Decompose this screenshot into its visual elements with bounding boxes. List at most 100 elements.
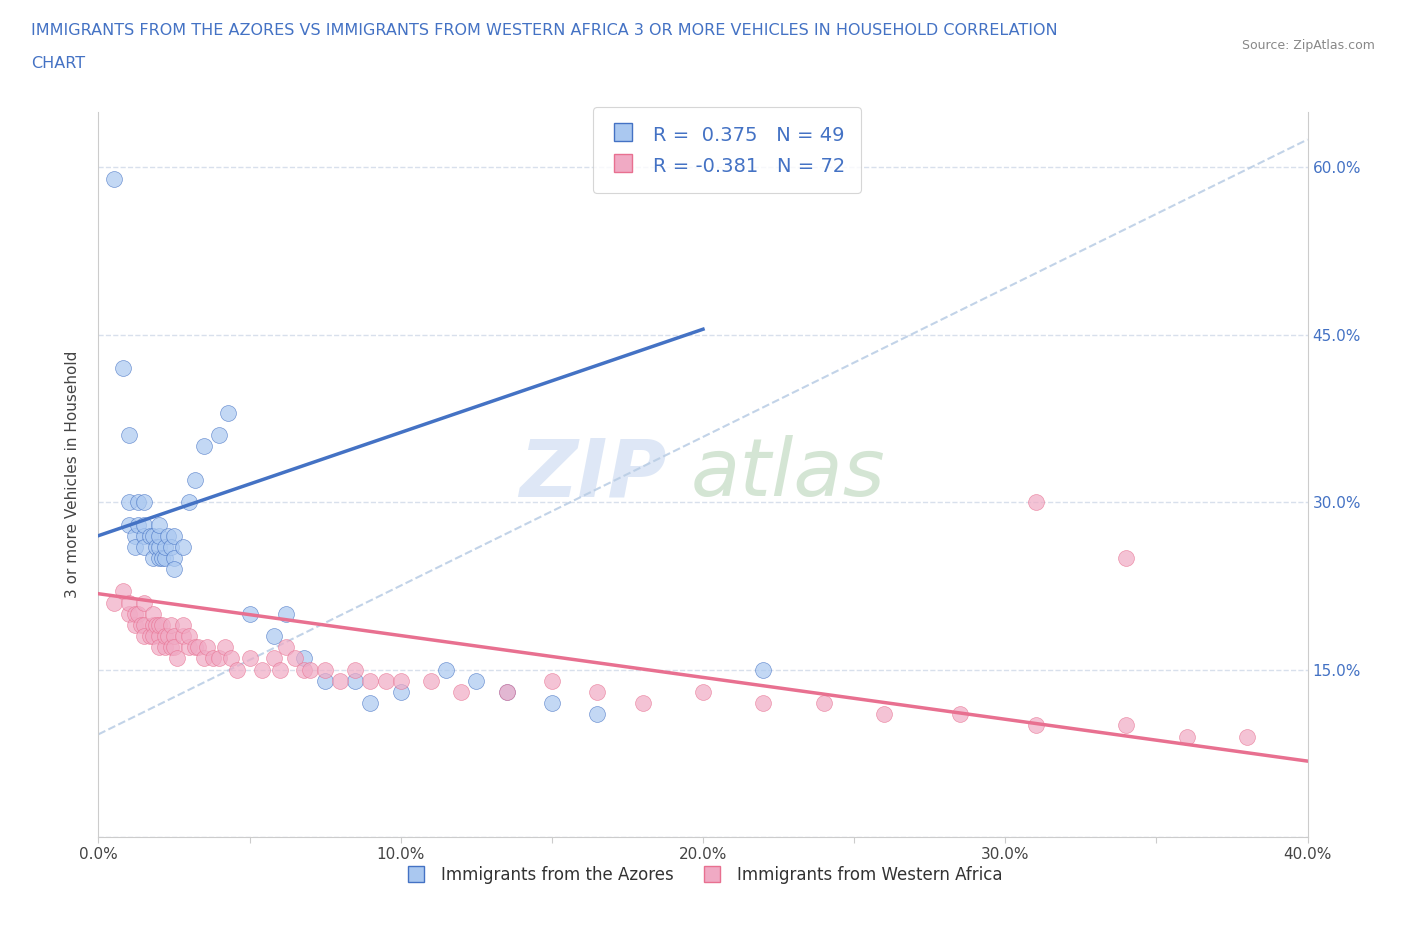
Point (118, 606, 141, 621)
Point (1175, 729, 1198, 744)
Point (127, 495, 149, 510)
Point (103, 595, 125, 610)
Point (217, 405, 239, 420)
Point (813, 696, 835, 711)
Point (465, 673, 488, 688)
Point (284, 651, 307, 666)
Point (139, 528, 162, 543)
Point (360, 673, 382, 688)
Point (263, 651, 285, 666)
Point (292, 662, 315, 677)
Point (208, 428, 231, 443)
Point (172, 629, 194, 644)
Point (153, 640, 176, 655)
Point (250, 662, 273, 677)
Legend: Immigrants from the Azores, Immigrants from Western Africa: Immigrants from the Azores, Immigrants f… (396, 859, 1010, 890)
Point (274, 606, 297, 621)
Point (873, 707, 896, 722)
Point (360, 696, 382, 711)
Point (172, 539, 194, 554)
Point (495, 684, 517, 699)
Point (692, 684, 714, 699)
Text: atlas: atlas (690, 435, 886, 513)
Point (193, 439, 215, 454)
Text: ZIP: ZIP (519, 435, 666, 513)
Point (124, 618, 146, 632)
Point (132, 629, 155, 644)
Point (179, 495, 201, 510)
Point (239, 651, 262, 666)
Point (150, 551, 173, 565)
Point (586, 707, 609, 722)
Point (132, 517, 155, 532)
Point (160, 539, 183, 554)
Point (389, 684, 412, 699)
Point (153, 539, 176, 554)
Point (434, 662, 457, 677)
Point (163, 551, 186, 565)
Point (495, 684, 517, 699)
Point (389, 673, 412, 688)
Point (118, 517, 141, 532)
Point (1236, 729, 1258, 744)
Point (187, 640, 209, 655)
Point (179, 629, 201, 644)
Point (184, 472, 207, 487)
Point (142, 551, 165, 565)
Point (148, 640, 170, 655)
Point (127, 606, 149, 621)
Point (153, 629, 176, 644)
Point (179, 640, 201, 655)
Point (1115, 718, 1137, 733)
Point (142, 618, 165, 632)
Point (586, 684, 609, 699)
Point (163, 629, 186, 644)
Point (166, 651, 188, 666)
Point (118, 495, 141, 510)
Point (132, 539, 155, 554)
Point (127, 517, 149, 532)
Point (949, 707, 972, 722)
Point (103, 171, 125, 186)
Point (148, 629, 170, 644)
Text: CHART: CHART (31, 56, 84, 71)
Point (156, 528, 179, 543)
Point (145, 618, 167, 632)
Point (292, 651, 315, 666)
Point (540, 673, 562, 688)
Point (129, 618, 152, 632)
Point (239, 606, 262, 621)
Point (160, 618, 183, 632)
Point (124, 606, 146, 621)
Point (1024, 718, 1046, 733)
Point (1115, 551, 1137, 565)
Point (132, 495, 155, 510)
Point (132, 595, 155, 610)
Point (148, 539, 170, 554)
Point (195, 640, 218, 655)
Point (145, 539, 167, 554)
Point (752, 696, 775, 711)
Point (148, 618, 170, 632)
Point (299, 662, 322, 677)
Point (193, 651, 215, 666)
Point (150, 618, 173, 632)
Point (124, 528, 146, 543)
Point (263, 629, 285, 644)
Point (344, 662, 367, 677)
Point (172, 618, 194, 632)
Text: IMMIGRANTS FROM THE AZORES VS IMMIGRANTS FROM WESTERN AFRICA 3 OR MORE VEHICLES : IMMIGRANTS FROM THE AZORES VS IMMIGRANTS… (31, 23, 1057, 38)
Point (124, 539, 146, 554)
Point (221, 651, 243, 666)
Point (142, 606, 165, 621)
Point (274, 640, 297, 655)
Point (132, 528, 155, 543)
Point (314, 673, 336, 688)
Point (111, 361, 134, 376)
Point (156, 629, 179, 644)
Point (450, 684, 472, 699)
Point (148, 517, 170, 532)
Point (142, 528, 165, 543)
Y-axis label: 3 or more Vehicles in Household: 3 or more Vehicles in Household (65, 351, 80, 598)
Point (148, 528, 170, 543)
